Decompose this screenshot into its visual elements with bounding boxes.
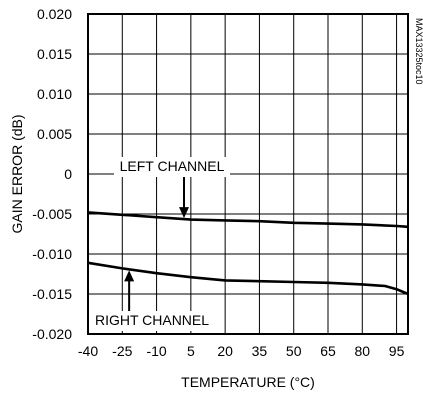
x-tick-label: 80 [354,343,370,359]
x-axis-title: TEMPERATURE (°C) [181,374,315,390]
y-tick-label: 0.005 [37,126,72,142]
x-tick-label: 35 [252,343,268,359]
right-channel-arrow-head [124,270,135,282]
y-tick-label: -0.010 [32,246,72,262]
series-lines [87,211,409,296]
x-tick-label: 95 [389,343,405,359]
x-tick-label: 50 [286,343,302,359]
y-axis-title: GAIN ERROR (dB) [9,114,25,233]
figure-code: MAX13325toc10 [414,18,423,85]
right-channel-label: RIGHT CHANNEL [95,312,209,328]
y-tick-labels: -0.020 -0.015 -0.010 -0.005 0 0.005 0.010 0.015… [32,6,72,342]
y-tick-label: 0 [64,166,72,182]
x-tick-label: 20 [217,343,233,359]
x-tick-labels: -40 -25 -10 5 20 35 50 65 80 95 [78,343,405,359]
left-channel-arrow-head [179,207,189,219]
series-line-1 [87,261,409,296]
y-tick-label: -0.005 [32,206,72,222]
y-tick-label: 0.010 [37,86,72,102]
x-tick-label: 5 [187,343,195,359]
y-tick-label: 0.015 [37,46,72,62]
right-channel-label-bg [92,311,212,331]
plot-frame [87,13,409,335]
y-tick-label: -0.015 [32,286,72,302]
left-channel-label: LEFT CHANNEL [120,158,225,174]
x-tick-label: -25 [112,343,132,359]
series-line-0 [87,211,409,229]
y-tick-label: -0.020 [32,326,72,342]
x-tick-label: -10 [146,343,166,359]
y-tick-label: 0.020 [37,6,72,22]
x-tick-label: 65 [320,343,336,359]
annotations: LEFT CHANNEL RIGHT CHANNEL [92,157,230,331]
x-tick-label: -40 [78,343,98,359]
left-channel-label-bg [114,157,230,177]
